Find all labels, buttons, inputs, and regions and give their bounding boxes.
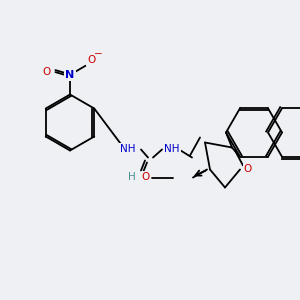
Text: NH: NH [120, 145, 136, 154]
Text: S: S [128, 173, 136, 186]
Text: O: O [142, 172, 150, 182]
Text: O: O [42, 67, 50, 77]
Text: NH: NH [164, 145, 180, 154]
Text: −: − [94, 49, 103, 59]
Text: N: N [65, 70, 75, 80]
Text: H: H [128, 172, 136, 182]
Text: O: O [244, 164, 252, 175]
Text: O: O [88, 55, 96, 65]
